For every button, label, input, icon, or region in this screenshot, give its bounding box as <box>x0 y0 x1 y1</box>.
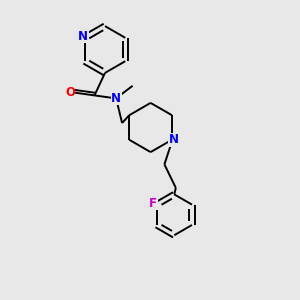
Text: N: N <box>78 30 88 43</box>
Text: F: F <box>149 196 157 210</box>
Text: N: N <box>169 133 179 146</box>
Text: O: O <box>65 86 75 99</box>
Text: N: N <box>111 92 121 105</box>
